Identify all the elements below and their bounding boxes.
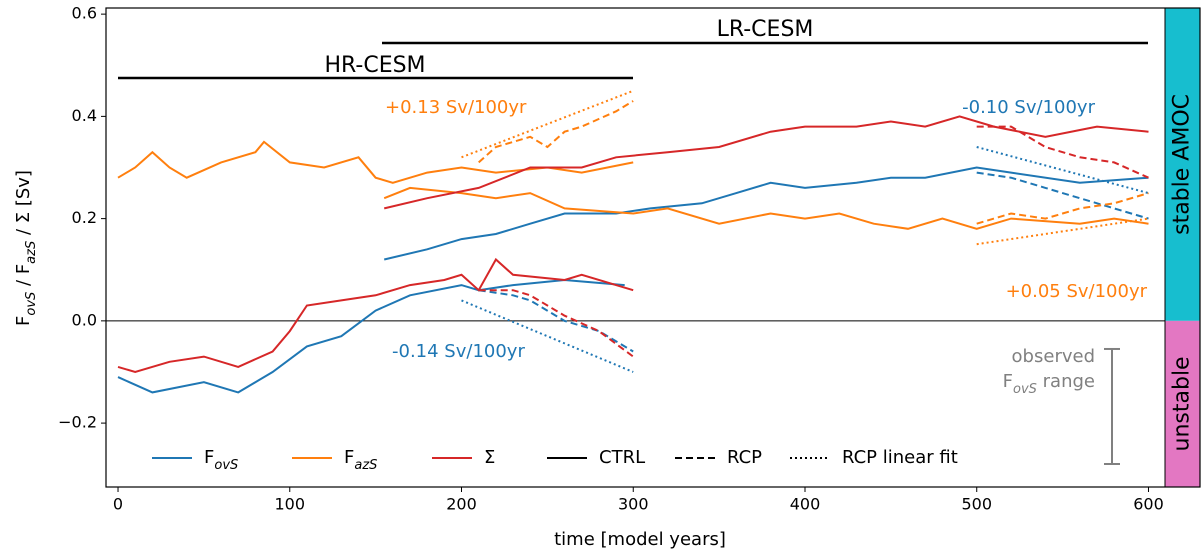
series-line bbox=[117, 140, 634, 184]
plot-frame bbox=[105, 7, 1201, 488]
y-tick-label: 0.4 bbox=[72, 106, 97, 125]
legend-label: FovS bbox=[204, 447, 238, 473]
x-tick-label: 0 bbox=[113, 495, 123, 514]
legend-label-part: F bbox=[204, 447, 214, 468]
x-tick-label: 600 bbox=[1133, 495, 1164, 514]
legend-label-part: RCP linear fit bbox=[842, 447, 958, 468]
series-line bbox=[976, 171, 1149, 220]
legend-label: CTRL bbox=[599, 447, 645, 468]
region-label: unstable bbox=[1170, 356, 1195, 451]
x-axis-label: time [model years] bbox=[554, 529, 726, 550]
annotation: +0.05 Sv/100yr bbox=[1006, 281, 1148, 302]
series-line bbox=[383, 166, 1149, 261]
series-line bbox=[976, 217, 1149, 246]
annotation: -0.14 Sv/100yr bbox=[392, 341, 525, 362]
legend-label: Σ bbox=[484, 447, 495, 468]
x-tick-label: 300 bbox=[618, 495, 649, 514]
region-band bbox=[1165, 8, 1200, 321]
y-axis-label-part: / Σ [Sv] bbox=[13, 170, 34, 241]
series-line bbox=[976, 192, 1149, 225]
y-tick-label: −0.2 bbox=[58, 413, 97, 432]
annotation: +0.13 Sv/100yr bbox=[385, 97, 527, 118]
observed-label-sub: ovS bbox=[1013, 382, 1037, 397]
x-tick-label: 500 bbox=[961, 495, 992, 514]
series-line bbox=[461, 89, 634, 159]
legend-label-sub: ovS bbox=[214, 458, 238, 473]
y-tick-label: 0.6 bbox=[72, 4, 97, 23]
observed-label-part: observed bbox=[1012, 346, 1095, 367]
legend-label-part: Σ bbox=[484, 447, 495, 468]
series-line bbox=[478, 100, 634, 164]
experiment-label: LR-CESM bbox=[717, 17, 814, 42]
series-line bbox=[117, 257, 634, 374]
series-line bbox=[117, 278, 625, 394]
series-line bbox=[478, 289, 634, 358]
y-axis-label-sub: ovS bbox=[24, 292, 39, 316]
y-axis-label: FovS / FazS / Σ [Sv] bbox=[13, 170, 39, 326]
series-line bbox=[976, 146, 1149, 195]
y-axis-label-part: / F bbox=[13, 264, 34, 292]
x-tick-label: 100 bbox=[274, 495, 305, 514]
x-tick-label: 200 bbox=[446, 495, 477, 514]
observed-label-part: F bbox=[1003, 371, 1013, 392]
legend-label: FazS bbox=[344, 447, 377, 473]
y-axis-label-sub: azS bbox=[24, 241, 39, 264]
observed-label-part: range bbox=[1037, 371, 1095, 392]
y-tick-label: 0.2 bbox=[72, 208, 97, 227]
x-tick-label: 400 bbox=[790, 495, 821, 514]
region-band bbox=[1165, 320, 1200, 487]
observed-label: observed bbox=[1012, 346, 1095, 367]
legend-label-sub: azS bbox=[354, 458, 377, 473]
series-line bbox=[383, 115, 1149, 210]
legend-label-part: F bbox=[344, 447, 354, 468]
experiment-label: HR-CESM bbox=[324, 53, 425, 78]
series-line bbox=[976, 125, 1149, 179]
y-axis-label-part: F bbox=[13, 316, 34, 326]
legend-label: RCP bbox=[727, 447, 762, 468]
legend-label-part: CTRL bbox=[599, 447, 645, 468]
region-label: stable AMOC bbox=[1170, 94, 1195, 235]
series-line bbox=[383, 186, 1149, 230]
y-tick-label: 0.0 bbox=[72, 310, 97, 329]
observed-label: FovS range bbox=[1003, 371, 1095, 397]
legend-label-part: RCP bbox=[727, 447, 762, 468]
series-line bbox=[461, 299, 634, 373]
legend-label: RCP linear fit bbox=[842, 447, 958, 468]
annotation: -0.10 Sv/100yr bbox=[962, 97, 1095, 118]
